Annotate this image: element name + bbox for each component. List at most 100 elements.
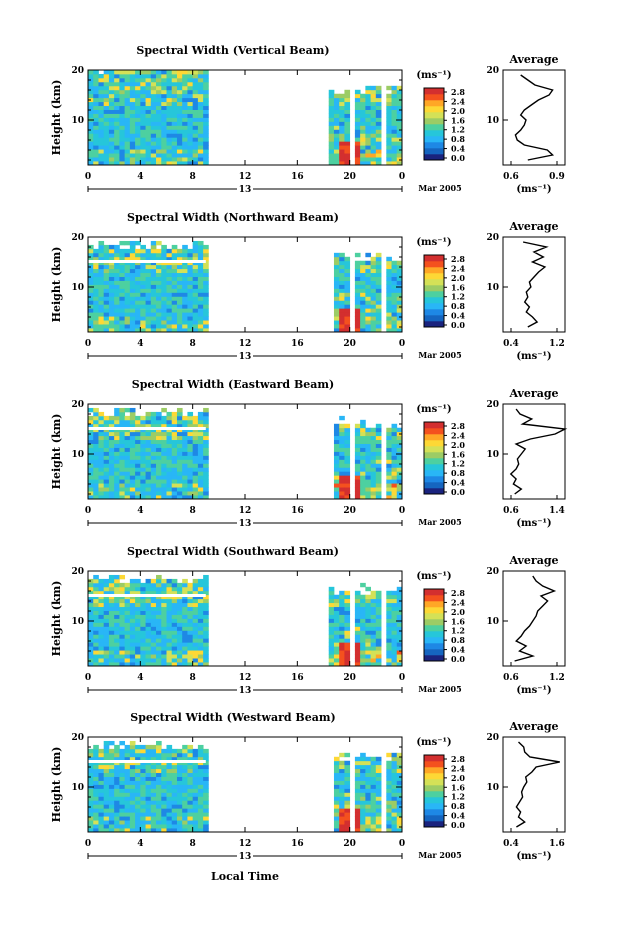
heatmap-cell xyxy=(354,141,361,146)
heatmap-cell xyxy=(150,816,157,821)
heatmap-cell xyxy=(182,304,188,309)
heatmap-cell xyxy=(129,240,136,246)
heatmap-cell xyxy=(176,479,183,484)
heatmap-cell xyxy=(365,479,371,484)
heatmap-cell xyxy=(124,252,131,258)
heatmap-cell xyxy=(150,792,157,797)
heatmap-cell xyxy=(103,646,110,651)
heatmap-cell xyxy=(344,121,351,126)
heatmap-cell xyxy=(93,796,99,801)
heatmap-cell xyxy=(391,316,398,321)
heatmap-cell xyxy=(166,483,173,488)
heatmap-cell xyxy=(391,137,398,142)
heatmap-cell xyxy=(114,280,120,285)
heatmap-cell xyxy=(391,479,398,484)
heatmap-cell xyxy=(339,260,345,266)
heatmap-cell xyxy=(354,618,361,623)
heatmap-cell xyxy=(140,455,146,460)
heatmap-cell xyxy=(103,495,110,500)
heatmap-cell xyxy=(88,658,94,663)
month-label: Mar 2005 xyxy=(418,350,461,360)
heatmap-cell xyxy=(93,272,99,277)
heatmap-cell xyxy=(354,812,361,817)
heatmap-cell xyxy=(129,300,136,305)
heatmap-cell xyxy=(391,495,398,500)
colorbar-tick-label: 0.0 xyxy=(451,487,465,497)
heatmap-cell xyxy=(182,824,188,829)
heatmap-cell xyxy=(145,590,152,596)
heatmap-cell xyxy=(145,292,152,297)
heatmap-cell xyxy=(187,264,194,270)
heatmap-cell xyxy=(88,646,94,651)
heatmap-cell xyxy=(161,89,167,95)
heatmap-cell xyxy=(354,292,361,297)
heatmap-cell xyxy=(119,320,126,325)
heatmap-cell xyxy=(103,630,110,635)
x-tick-label: 0 xyxy=(85,673,91,683)
heatmap-cell xyxy=(192,153,199,158)
heatmap-cell xyxy=(88,81,94,87)
heatmap-cell xyxy=(119,252,126,258)
heatmap-cell xyxy=(391,427,398,433)
heatmap-cell xyxy=(365,772,371,777)
heatmap-cell xyxy=(103,149,110,154)
heatmap-cell xyxy=(396,161,403,166)
heatmap-cell xyxy=(182,788,188,793)
heatmap-cell xyxy=(114,125,120,130)
heatmap-cell xyxy=(339,153,345,158)
heatmap-cell xyxy=(391,602,398,608)
heatmap-cell xyxy=(161,439,167,444)
heatmap-cell xyxy=(124,784,131,789)
heatmap-cell xyxy=(114,109,120,114)
heatmap-cell xyxy=(370,288,377,293)
heatmap-cell xyxy=(396,149,403,154)
heatmap-cell xyxy=(203,574,209,580)
heatmap-cell xyxy=(396,491,403,496)
heatmap-cell xyxy=(187,764,194,770)
heatmap-cell xyxy=(375,828,382,833)
heatmap-cell xyxy=(88,752,94,758)
heatmap-cell xyxy=(203,89,209,95)
heatmap-cell xyxy=(333,97,340,103)
heatmap-cell xyxy=(203,244,209,250)
heatmap-cell xyxy=(108,137,115,142)
heatmap-cell xyxy=(365,443,371,448)
heatmap-cell xyxy=(197,756,204,762)
heatmap-cell xyxy=(98,284,105,289)
heatmap-cell xyxy=(365,776,371,781)
heatmap-cell xyxy=(375,598,382,604)
heatmap-cell xyxy=(396,808,403,813)
heatmap-cell xyxy=(203,824,209,829)
heatmap-cell xyxy=(375,646,382,651)
y-tick-label: 10 xyxy=(71,783,84,793)
heatmap-cell xyxy=(328,129,335,134)
heatmap-cell xyxy=(150,483,157,488)
heatmap-cell xyxy=(176,451,183,456)
heatmap-cell xyxy=(124,495,131,500)
heatmap-cell xyxy=(197,308,204,313)
heatmap-cell xyxy=(114,475,120,480)
heatmap-cell xyxy=(176,328,183,333)
heatmap-cell xyxy=(103,97,110,103)
heatmap-cell xyxy=(187,590,194,596)
heatmap-cell xyxy=(145,288,152,293)
heatmap-cell xyxy=(124,157,131,162)
heatmap-cell xyxy=(166,598,173,604)
heatmap-cell xyxy=(93,276,99,281)
heatmap-cell xyxy=(135,618,141,623)
heatmap-cell xyxy=(140,252,146,258)
heatmap-cell xyxy=(192,133,199,138)
heatmap-cell xyxy=(140,125,146,130)
heatmap-cell xyxy=(129,756,136,762)
heatmap-cell xyxy=(98,772,105,777)
colorbar-tick-label: 1.2 xyxy=(451,792,465,802)
heatmap-cell xyxy=(182,582,188,588)
heatmap-cell xyxy=(203,427,209,433)
heatmap-cell xyxy=(150,467,157,472)
heatmap-cell xyxy=(156,133,162,138)
heatmap-cell xyxy=(161,606,167,611)
heatmap-cell xyxy=(98,776,105,781)
colorbar-swatch xyxy=(424,261,444,268)
heatmap-cell xyxy=(396,312,403,317)
heatmap-cell xyxy=(156,483,162,488)
